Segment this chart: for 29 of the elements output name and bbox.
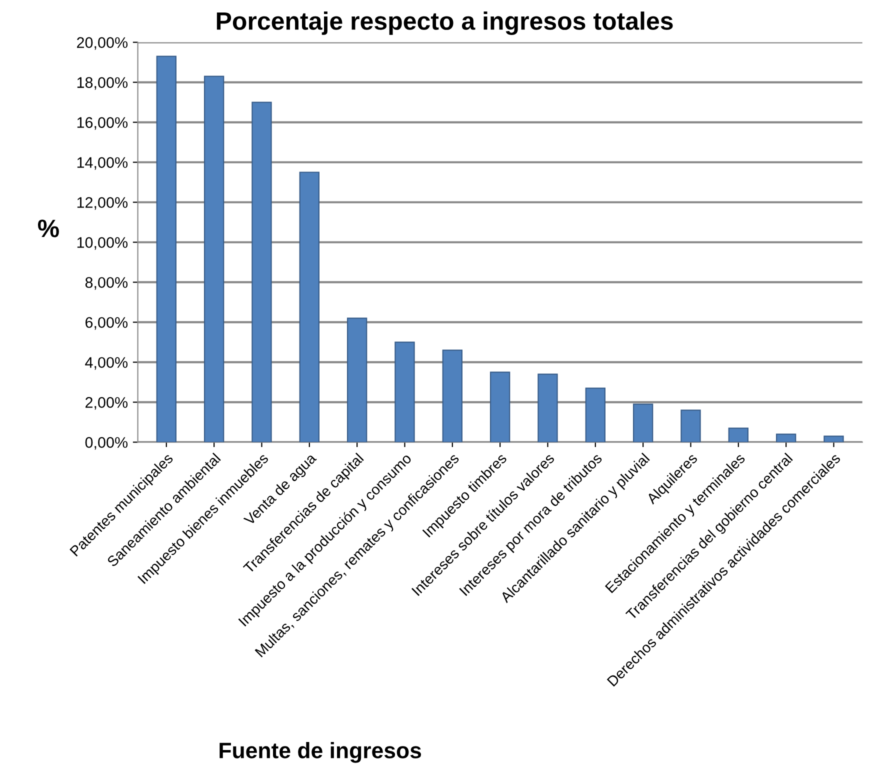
y-tick-label: 0,00% — [85, 437, 128, 450]
bar — [680, 410, 701, 442]
y-tick-label: 12,00% — [77, 197, 128, 210]
bar — [632, 404, 654, 442]
bar — [824, 436, 844, 442]
x-axis-title: Fuente de ingresos — [220, 742, 422, 763]
y-tick-label: 10,00% — [77, 237, 128, 250]
y-tick-label: 2,00% — [86, 397, 128, 410]
bar — [394, 342, 415, 442]
bar — [156, 56, 176, 442]
bar — [776, 434, 796, 442]
bar — [585, 388, 606, 442]
bar — [299, 172, 320, 442]
y-axis-title: % — [38, 220, 59, 238]
y-tick-label: 18,00% — [77, 77, 128, 90]
y-tick-label: 16,00% — [77, 117, 128, 130]
y-tick-label: 20,00% — [77, 37, 128, 50]
bar — [728, 428, 748, 442]
y-tick-label: 6,00% — [86, 317, 128, 330]
chart-title: Porcentaje respecto a ingresos totales — [216, 12, 673, 35]
bar — [538, 374, 558, 442]
bar — [204, 76, 224, 442]
y-tick-label: 4,00% — [85, 357, 128, 370]
bar — [442, 350, 462, 442]
bar — [490, 372, 510, 442]
bar — [252, 102, 272, 442]
y-tick-label: 8,00% — [85, 277, 128, 290]
bar — [346, 318, 368, 442]
y-tick-label: 14,00% — [77, 157, 128, 170]
